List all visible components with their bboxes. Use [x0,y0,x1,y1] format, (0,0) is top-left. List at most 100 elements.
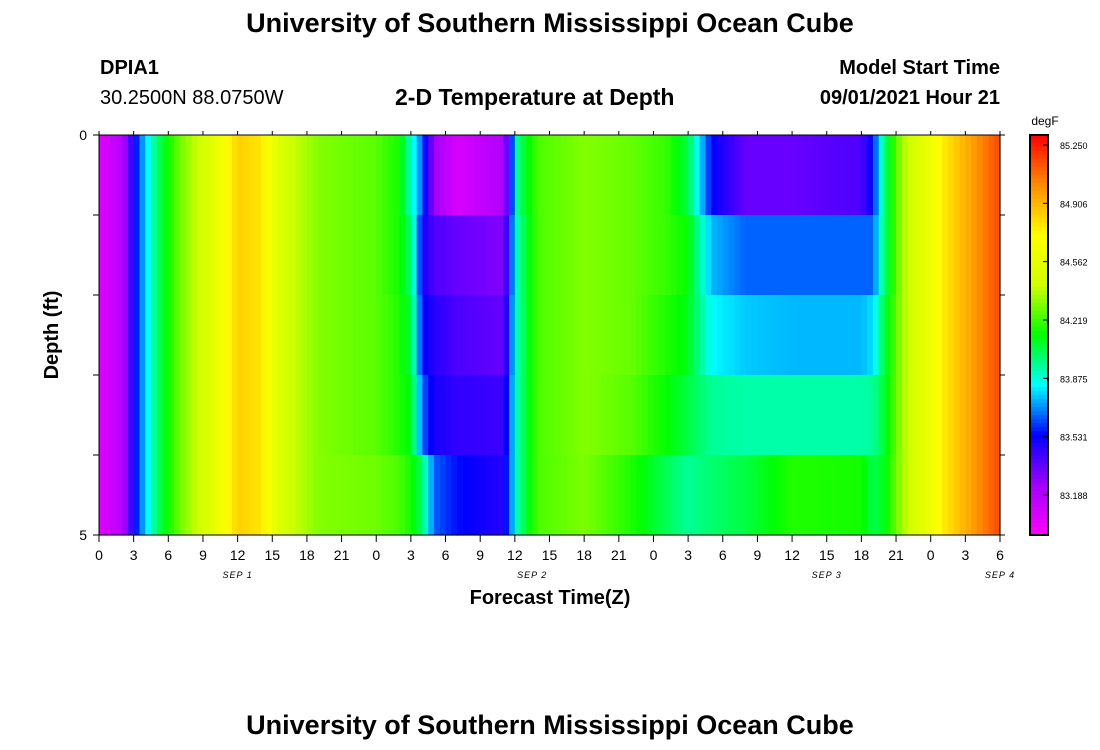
heatmap-cell [607,335,614,376]
heatmap-cell [127,455,135,496]
heatmap-cell [306,415,314,456]
heatmap-cell [480,255,487,296]
heatmap-cell [220,135,227,176]
heatmap-cell [636,255,643,296]
heatmap-cell [711,215,718,256]
heatmap-cell [197,495,204,536]
heatmap-cell [641,495,649,536]
heatmap-cell [745,295,753,336]
heatmap-cell [757,455,764,496]
heatmap-cell [763,215,770,256]
heatmap-cell [982,175,990,216]
heatmap-cell [832,495,839,536]
color-scale-segment [1030,307,1048,312]
heatmap-cell [179,495,187,536]
heatmap-cell [838,415,845,456]
heatmap-cell [636,135,643,176]
heatmap-cell [231,415,239,456]
color-scale-segment [1030,187,1048,192]
heatmap-cell [202,215,210,256]
heatmap-cell [260,255,268,296]
heatmap-cell [624,455,631,496]
heatmap-cell [982,495,990,536]
heatmap-cell [682,455,689,496]
heatmap-cell [387,375,395,416]
heatmap-cell [110,335,117,376]
heatmap-cell [716,375,724,416]
heatmap-cell [110,135,117,176]
heatmap-cell [150,295,158,336]
heatmap-cell [468,495,476,536]
heatmap-cell [208,135,216,176]
heatmap-cell [133,295,141,336]
heatmap-cell [439,495,447,536]
heatmap-cell [376,495,383,536]
heatmap-cell [451,455,458,496]
heatmap-cell [358,375,366,416]
heatmap-cell [451,335,458,376]
color-scale-segment [1030,227,1048,232]
heatmap-cell [624,215,631,256]
heatmap-cell [457,295,464,336]
heatmap-cell [191,295,198,336]
heatmap-cell [202,375,210,416]
heatmap-cell [919,455,926,496]
heatmap-cell [665,135,672,176]
heatmap-cell [364,495,372,536]
x-tick-label: 3 [130,547,138,563]
heatmap-cell [572,215,579,256]
heatmap-cell [122,135,129,176]
heatmap-cell [399,215,406,256]
heatmap-cell [480,135,487,176]
color-scale-segment [1030,479,1048,484]
heatmap-cell [301,455,308,496]
heatmap-cell [942,175,949,216]
heatmap-cell [295,335,302,376]
heatmap-cell [237,415,244,456]
heatmap-cell [659,415,666,456]
heatmap-cell [179,455,187,496]
heatmap-cell [763,255,770,296]
heatmap-cell [890,295,897,336]
heatmap-cell [451,135,458,176]
heatmap-cell [306,455,314,496]
heatmap-cell [682,215,689,256]
heatmap-cell [566,335,574,376]
heatmap-cell [468,455,476,496]
heatmap-cell [786,415,793,456]
heatmap-cell [468,135,476,176]
heatmap-cell [757,215,764,256]
heatmap-cell [532,495,539,536]
heatmap-cell [462,415,470,456]
heatmap-cell [208,335,216,376]
heatmap-cell [641,175,649,216]
color-scale-segment [1030,251,1048,256]
heatmap-cell [289,255,296,296]
heatmap-cell [774,415,782,456]
heatmap-cell [139,255,146,296]
heatmap-cell [457,415,464,456]
heatmap-cell [226,295,233,336]
heatmap-cell [370,375,377,416]
color-scale-segment [1030,431,1048,436]
color-scale-segment [1030,531,1048,536]
heatmap-cell [283,415,291,456]
heatmap-cell [439,135,447,176]
color-scale-segment [1030,339,1048,344]
heatmap-cell [145,335,152,376]
heatmap-cell [844,255,851,296]
heatmap-cell [127,215,135,256]
heatmap-cell [665,495,672,536]
heatmap-cell [647,495,655,536]
heatmap-cell [844,175,851,216]
heatmap-cell [896,415,903,456]
heatmap-cell [439,215,447,256]
heatmap-cell [676,495,683,536]
heatmap-cell [849,255,857,296]
heatmap-cell [197,455,204,496]
heatmap-cell [757,175,764,216]
heatmap-cell [653,215,660,256]
heatmap-cell [976,375,984,416]
heatmap-cell [139,215,146,256]
heatmap-cell [959,495,966,536]
